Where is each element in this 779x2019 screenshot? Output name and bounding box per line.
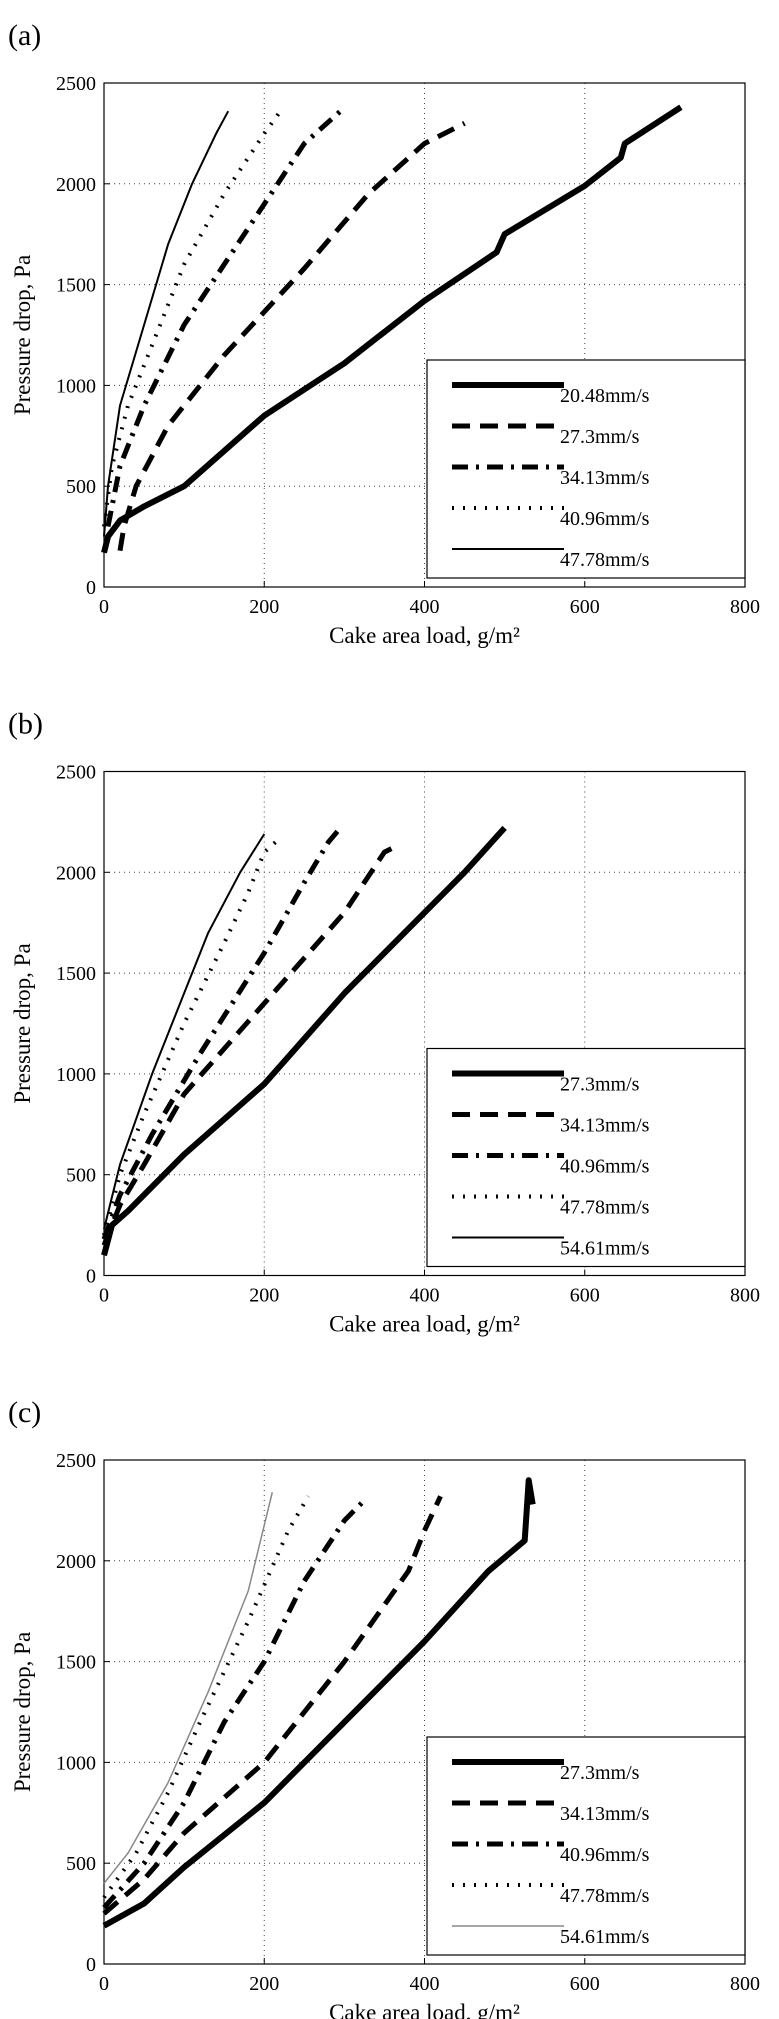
y-tick-label: 0	[86, 1266, 96, 1288]
x-tick-label: 600	[570, 596, 600, 618]
x-tick-label: 400	[410, 596, 440, 618]
y-tick-label: 2000	[56, 862, 96, 884]
x-tick-label: 200	[249, 596, 279, 618]
x-tick-label: 800	[730, 1973, 760, 1995]
legend-label: 27.3mm/s	[560, 1074, 640, 1096]
x-tick-label: 600	[570, 1285, 600, 1307]
panel-label: (c)	[8, 1396, 41, 1429]
y-tick-label: 1000	[56, 375, 96, 397]
y-tick-label: 0	[86, 577, 96, 599]
y-tick-label: 1000	[56, 1064, 96, 1086]
x-axis-label: Cake area load, g/m²	[329, 1312, 520, 1337]
y-tick-label: 1500	[56, 1652, 96, 1674]
y-tick-label: 2000	[56, 174, 96, 196]
legend-label: 34.13mm/s	[560, 467, 650, 489]
data-line	[101, 845, 394, 1247]
data-line	[101, 826, 343, 1241]
data-line	[102, 1495, 443, 1916]
legend-label: 40.96mm/s	[560, 1844, 650, 1866]
x-axis-label: Cake area load, g/m²	[329, 2000, 520, 2019]
data-line	[103, 1492, 274, 1884]
x-tick-label: 800	[730, 1285, 760, 1307]
legend-label: 47.78mm/s	[560, 1885, 650, 1907]
legend-label: 34.13mm/s	[560, 1803, 650, 1825]
x-tick-label: 200	[249, 1973, 279, 1995]
y-tick-label: 1500	[56, 275, 96, 297]
legend-label: 54.61mm/s	[560, 1926, 650, 1948]
y-axis-label: Pressure drop, Pa	[10, 1632, 35, 1792]
legend-label: 27.3mm/s	[560, 1762, 640, 1784]
legend-label: 47.78mm/s	[560, 1197, 650, 1219]
y-tick-label: 500	[66, 1165, 96, 1187]
legend-label: 40.96mm/s	[560, 1156, 650, 1178]
legend-label: 20.48mm/s	[560, 385, 650, 407]
x-tick-label: 800	[730, 596, 760, 618]
x-tick-label: 400	[410, 1285, 440, 1307]
y-tick-label: 1500	[56, 963, 96, 985]
x-tick-label: 600	[570, 1973, 600, 1995]
y-tick-label: 1000	[56, 1752, 96, 1774]
y-tick-label: 500	[66, 476, 96, 498]
x-axis-label: Cake area load, g/m²	[329, 623, 520, 648]
legend-label: 27.3mm/s	[560, 426, 640, 448]
data-line	[117, 121, 466, 552]
x-tick-label: 400	[410, 1973, 440, 1995]
y-axis-label: Pressure drop, Pa	[10, 255, 35, 415]
y-tick-label: 2000	[56, 1551, 96, 1573]
data-line	[103, 833, 266, 1230]
panel-label: (a)	[8, 19, 41, 52]
axes-frame	[103, 82, 746, 588]
legend-box	[426, 1736, 746, 1956]
legend-label: 47.78mm/s	[560, 549, 650, 571]
legend-box	[426, 359, 746, 579]
data-line	[103, 110, 230, 537]
x-tick-label: 200	[249, 1285, 279, 1307]
y-tick-label: 2500	[56, 73, 96, 95]
x-tick-label: 0	[99, 1973, 109, 1995]
axes-frame	[103, 770, 746, 1277]
data-line	[101, 825, 507, 1257]
data-line	[102, 1498, 367, 1910]
legend-box	[426, 1047, 746, 1268]
data-line	[102, 1477, 536, 1929]
data-line	[105, 109, 343, 527]
y-tick-label: 2500	[56, 1450, 96, 1472]
y-tick-label: 500	[66, 1853, 96, 1875]
legend-label: 40.96mm/s	[560, 508, 650, 530]
x-tick-label: 0	[99, 596, 109, 618]
data-line	[102, 108, 284, 527]
axes-frame	[103, 1459, 746, 1965]
x-tick-label: 0	[99, 1285, 109, 1307]
y-tick-label: 2500	[56, 762, 96, 784]
legend-label: 34.13mm/s	[560, 1115, 650, 1137]
legend-label: 54.61mm/s	[560, 1238, 650, 1260]
y-tick-label: 0	[86, 1954, 96, 1976]
panel-label: (b)	[8, 708, 43, 741]
data-line	[102, 836, 282, 1236]
y-axis-label: Pressure drop, Pa	[10, 943, 35, 1103]
